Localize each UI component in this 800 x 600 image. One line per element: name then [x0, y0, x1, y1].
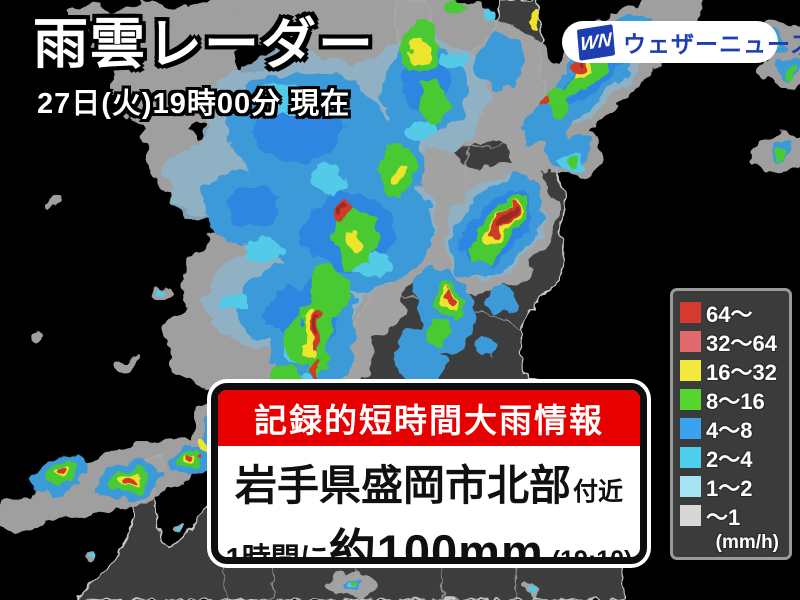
legend-row: 1〜2 [680, 472, 789, 501]
legend-row: 32〜64 [680, 327, 789, 356]
legend-swatch-under-1 [680, 505, 701, 526]
alert-banner-text: 記録的短時間大雨情報 [254, 402, 604, 439]
legend-row: 16〜32 [680, 356, 789, 385]
heavy-rain-alert-box: 記録的短時間大雨情報 岩手県盛岡市北部 付近 1時間に 約100mm (19:1… [211, 383, 647, 564]
weathernews-logo: WN ウェザーニュース [562, 21, 800, 63]
alert-location-suffix: 付近 [573, 478, 624, 506]
legend-label: 8〜16 [706, 388, 765, 414]
alert-location: 岩手県盛岡市北部 [234, 462, 571, 509]
legend-label: 2〜4 [706, 446, 753, 472]
alert-banner: 記録的短時間大雨情報 [218, 390, 640, 446]
wn-monogram-text: WN [580, 28, 612, 55]
legend-row: 64〜 [680, 298, 789, 327]
legend-row: 8〜16 [680, 385, 789, 414]
legend-swatch-1-2 [680, 476, 701, 497]
alert-amount: 約100mm [328, 525, 544, 564]
alert-location-line: 岩手県盛岡市北部 付近 [218, 452, 640, 513]
legend-row: 4〜8 [680, 414, 789, 443]
legend-swatch-4-8 [680, 418, 701, 439]
legend-label: 〜1 [706, 504, 741, 530]
alert-observation-time: (19:10) [551, 546, 633, 564]
legend-swatch-8-16 [680, 389, 701, 410]
legend-unit: (mm/h) [715, 532, 779, 553]
page-title: 雨雲レーダー [33, 13, 376, 75]
alert-amount-line: 1時間に 約100mm (19:10) [218, 513, 640, 564]
header: 雨雲レーダー 27日(火)19時00分 現在 [33, 13, 376, 122]
legend-swatch-32-64 [680, 331, 701, 352]
datetime-label: 27日(火)19時00分 現在 [37, 87, 351, 120]
legend-label: 4〜8 [706, 417, 753, 443]
legend-label: 32〜64 [706, 330, 777, 356]
alert-amount-prefix: 1時間に [225, 543, 329, 564]
legend-swatch-16-32 [680, 360, 701, 381]
legend-label: 1〜2 [706, 475, 753, 501]
rain-intensity-legend: 64〜 32〜64 16〜32 8〜16 4〜8 2〜4 1〜2 〜1 [670, 288, 792, 560]
legend-row: 2〜4 [680, 443, 789, 472]
legend-swatch-64 [680, 302, 701, 323]
legend-label: 64〜 [706, 301, 753, 327]
legend-label: 16〜32 [706, 359, 777, 385]
wn-monogram-icon: WN [576, 23, 616, 61]
legend-swatch-2-4 [680, 447, 701, 468]
legend-row: 〜1 [680, 501, 789, 530]
brand-name: ウェザーニュース [623, 31, 800, 57]
